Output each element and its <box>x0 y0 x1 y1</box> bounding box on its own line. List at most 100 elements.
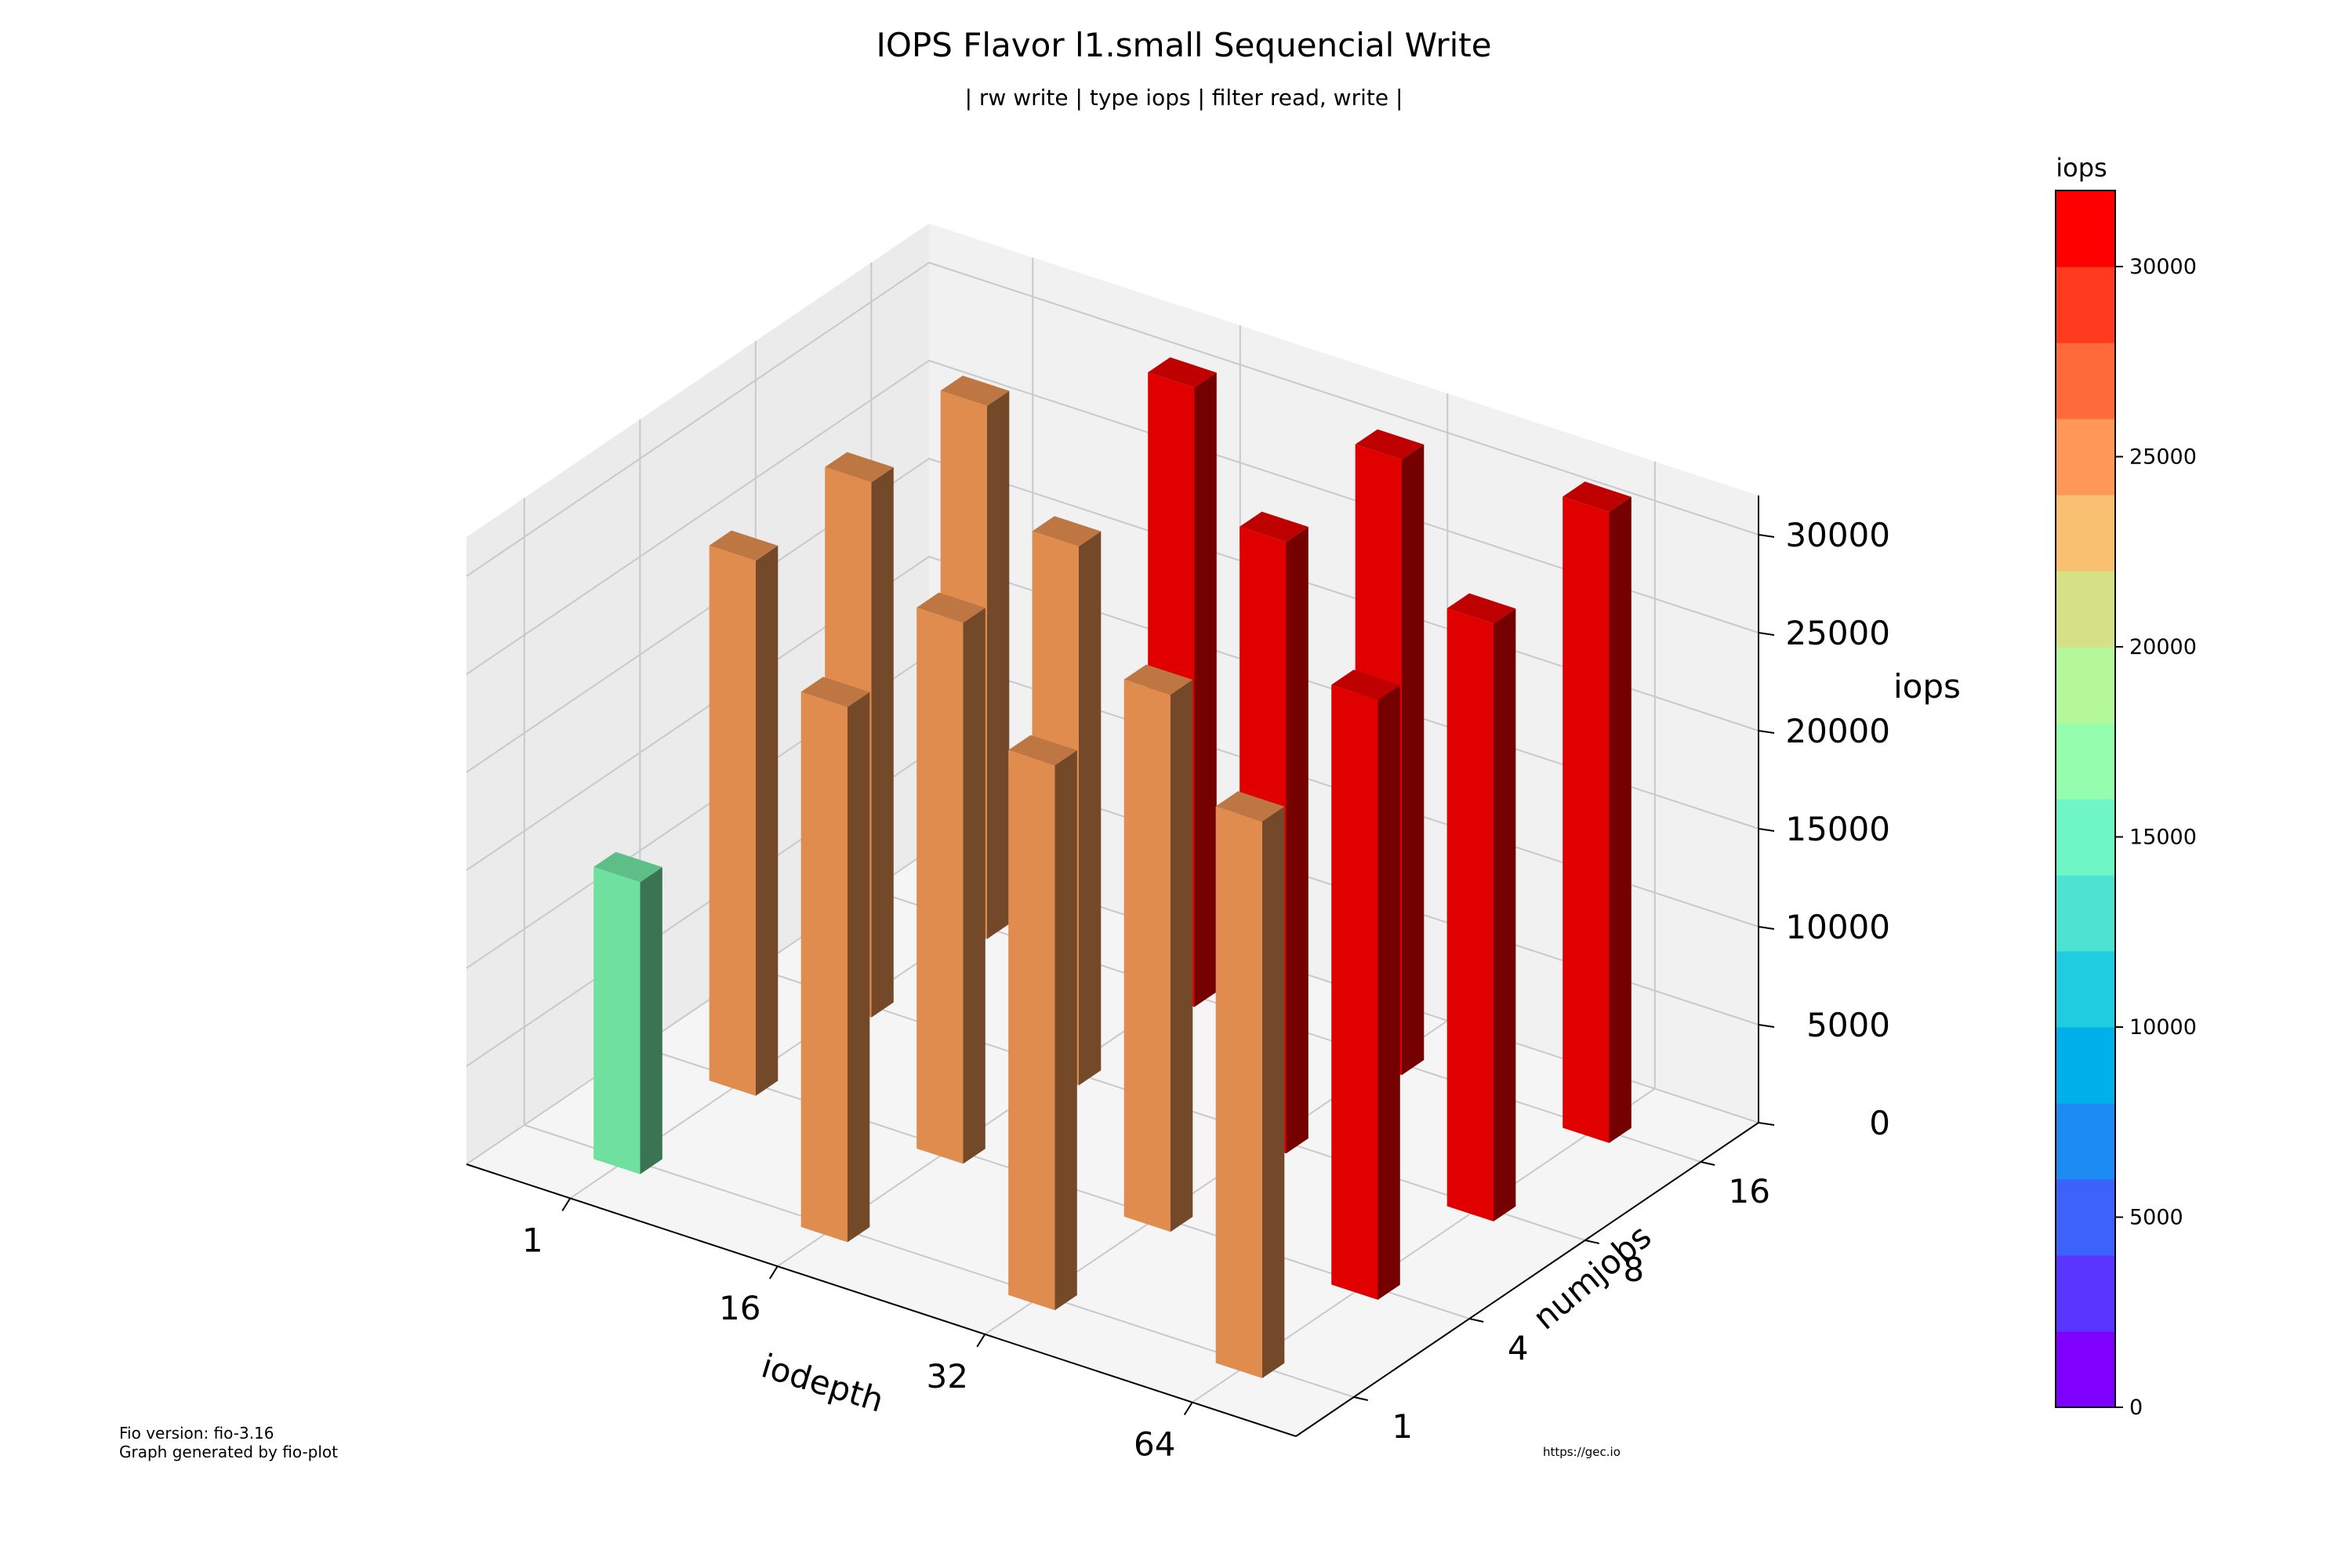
colorbar-segment <box>2056 495 2115 572</box>
source-url[interactable]: https://gec.io <box>1543 1445 1621 1459</box>
bar-top-face <box>1331 670 1400 700</box>
bar-side-face <box>987 390 1010 939</box>
bar-top-face <box>1563 481 1632 512</box>
bar-side-face <box>848 691 870 1243</box>
bar <box>800 677 870 1243</box>
z-tick <box>1758 828 1775 832</box>
x-tick <box>976 1334 986 1348</box>
z-axis-label: iops <box>1893 667 1961 706</box>
bar <box>709 530 779 1096</box>
x-tick-label: 16 <box>719 1289 760 1327</box>
colorbar-segment <box>2056 951 2115 1028</box>
bar-front-face <box>1008 750 1055 1311</box>
bar-top-face <box>940 376 1010 406</box>
colorbar-segment <box>2056 1179 2115 1256</box>
x-tick <box>1183 1402 1193 1416</box>
bar-side-face <box>1262 806 1285 1378</box>
bar-side-face <box>756 546 779 1096</box>
z-tick <box>1758 534 1775 538</box>
bar-front-face <box>709 545 756 1096</box>
bar-side-face <box>871 467 894 1018</box>
bar-top-face <box>1355 429 1425 460</box>
bar <box>916 592 985 1164</box>
bar-front-face <box>800 691 848 1243</box>
colorbar-label: iops <box>2056 153 2107 183</box>
bar-top-face <box>800 677 870 707</box>
colorbar-tick-label: 20000 <box>2129 635 2197 659</box>
bar <box>1331 670 1400 1300</box>
z-tick <box>1758 632 1775 636</box>
bar-front-face <box>1563 496 1610 1143</box>
bar-side-face <box>1194 372 1217 1007</box>
chart-title: IOPS Flavor l1.small Sequencial Write <box>876 26 1491 64</box>
bar-top-face <box>1240 511 1308 543</box>
z-tick-label: 15000 <box>1785 810 1890 848</box>
x-tick <box>768 1265 779 1279</box>
colorbar-tick-label: 0 <box>2129 1396 2143 1420</box>
bar-side-face <box>1494 608 1516 1221</box>
bar-top-face <box>1446 593 1516 624</box>
y-tick <box>1353 1396 1368 1401</box>
bar <box>1563 481 1632 1143</box>
bar-top-face <box>1032 516 1102 546</box>
bar-side-face <box>1079 531 1102 1086</box>
z-tick <box>1758 730 1775 734</box>
y-tick-label: 4 <box>1508 1329 1529 1367</box>
y-tick <box>1700 1161 1715 1166</box>
colorbar-segment <box>2056 647 2115 724</box>
z-tick-label: 0 <box>1869 1104 1890 1142</box>
floor-pane <box>466 851 1759 1436</box>
colorbar-tick-label: 5000 <box>2129 1206 2183 1230</box>
bar-side-face <box>1171 680 1193 1232</box>
colorbar-segment <box>2056 191 2115 267</box>
y-tick-label: 16 <box>1729 1172 1770 1210</box>
x-tick-label: 1 <box>522 1221 543 1259</box>
z-gridline <box>466 359 1759 675</box>
colorbar-segment <box>2056 723 2115 800</box>
bar-top-face <box>825 452 894 483</box>
y-tick <box>1584 1240 1599 1244</box>
colorbar-segment <box>2056 1103 2115 1180</box>
chart-subtitle: | rw write | type iops | filter read, wr… <box>965 85 1403 111</box>
bar-top-face <box>1148 357 1217 388</box>
x-tick-label: 32 <box>927 1357 968 1396</box>
bar-side-face <box>640 867 662 1174</box>
bar-side-face <box>1377 684 1400 1300</box>
colorbar-segment <box>2056 571 2115 648</box>
z-tick <box>1758 1122 1775 1126</box>
bar-side-face <box>1609 496 1632 1143</box>
x-axis-line <box>466 1163 1297 1437</box>
generator-text: Graph generated by fio-plot <box>119 1443 339 1461</box>
bar-top-face <box>1008 735 1077 766</box>
bar-side-face <box>1054 750 1077 1311</box>
bar-front-face <box>1123 679 1171 1232</box>
bar-side-face <box>1286 527 1308 1154</box>
colorbar-segment <box>2056 1255 2115 1332</box>
y-tick-label: 1 <box>1392 1407 1413 1446</box>
bar <box>593 851 662 1174</box>
y-axis-line <box>1295 1122 1759 1437</box>
bar-side-face <box>1402 445 1425 1076</box>
x-gridline <box>1192 461 1656 1403</box>
y-gridline <box>523 498 1355 1398</box>
x-tick-label: 64 <box>1134 1425 1175 1464</box>
x-axis-label: iodepth <box>757 1346 888 1420</box>
colorbar-segment <box>2056 343 2115 419</box>
colorbar-segment <box>2056 799 2115 876</box>
bar-front-face <box>1331 684 1378 1300</box>
bar-front-face <box>1215 806 1262 1378</box>
z-tick-label: 30000 <box>1785 516 1890 554</box>
z-tick-label: 25000 <box>1785 614 1890 652</box>
z-tick <box>1758 1024 1775 1028</box>
colorbar-frame <box>2055 190 2116 1408</box>
colorbar-tick-label: 15000 <box>2129 826 2197 850</box>
bar <box>1215 791 1285 1378</box>
bar-top-face <box>593 851 662 883</box>
bar-side-face <box>963 608 985 1164</box>
colorbar-segment <box>2056 419 2115 495</box>
colorbar-tick-label: 10000 <box>2129 1015 2197 1040</box>
y-tick-label: 8 <box>1623 1250 1644 1289</box>
colorbar-tick-label: 30000 <box>2129 255 2197 279</box>
bar-top-face <box>1215 791 1285 822</box>
